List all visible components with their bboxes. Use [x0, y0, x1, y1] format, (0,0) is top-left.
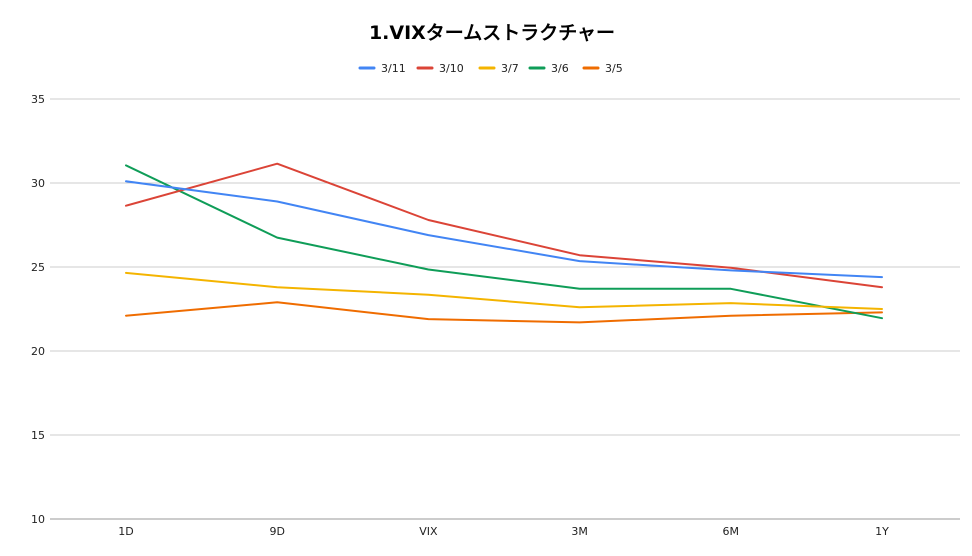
chart-grid	[50, 98, 960, 520]
chart-legend: 3/11 3/10 3/7 3/6 3/5	[358, 62, 623, 75]
legend-label: 3/6	[551, 62, 569, 75]
y-tick-label: 10	[31, 513, 45, 526]
y-axis: 10 15 20 25 30 35	[31, 93, 45, 526]
series-line-3-5	[125, 301, 883, 324]
x-axis: 1D 9D VIX 3M 6M 1Y	[118, 525, 889, 538]
series-line-3-10	[125, 162, 883, 289]
x-tick-label: 1D	[118, 525, 133, 538]
legend-item-3-10: 3/10	[416, 62, 464, 75]
chart-title: 1.VIXタームストラクチャー	[369, 22, 615, 44]
x-tick-label: 6M	[723, 525, 740, 538]
legend-label: 3/7	[501, 62, 519, 75]
y-tick-label: 15	[31, 429, 45, 442]
y-tick-label: 20	[31, 345, 45, 358]
y-tick-label: 25	[31, 261, 45, 274]
legend-item-3-11: 3/11	[358, 62, 406, 75]
legend-label: 3/5	[605, 62, 623, 75]
series-line-3-6	[125, 164, 883, 320]
x-tick-label: VIX	[419, 525, 438, 538]
series-line-3-7	[125, 271, 883, 310]
x-tick-label: 9D	[269, 525, 284, 538]
x-tick-label: 3M	[571, 525, 588, 538]
y-tick-label: 35	[31, 93, 45, 106]
legend-item-3-6: 3/6	[528, 62, 569, 75]
legend-item-3-7: 3/7	[478, 62, 519, 75]
legend-label: 3/10	[439, 62, 464, 75]
legend-item-3-5: 3/5	[582, 62, 623, 75]
y-tick-label: 30	[31, 177, 45, 190]
x-tick-label: 1Y	[875, 525, 889, 538]
series-line-3-11	[125, 180, 883, 279]
legend-label: 3/11	[381, 62, 406, 75]
plot-area	[125, 162, 883, 324]
